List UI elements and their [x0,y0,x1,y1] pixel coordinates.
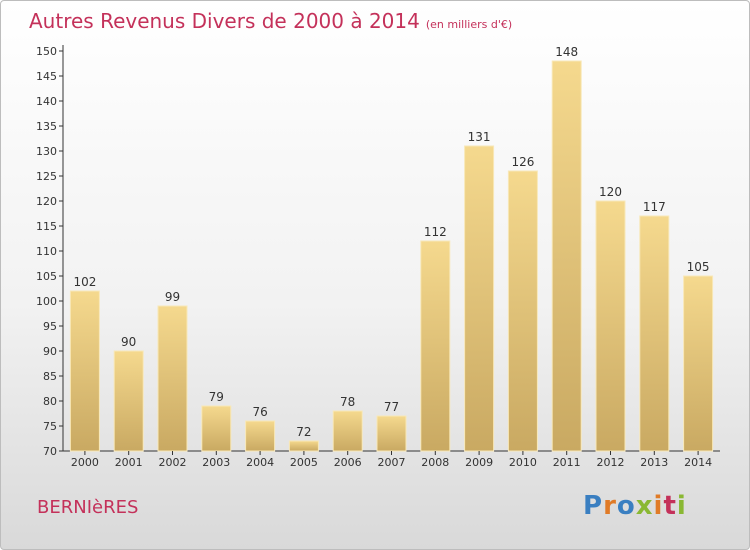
x-tick-label: 2004 [246,456,274,469]
x-tick-label: 2011 [553,456,581,469]
bar-value-label: 112 [424,225,447,239]
bar-value-label: 105 [687,260,710,274]
bar-value-label: 72 [296,425,311,439]
bar-value-label: 77 [384,400,399,414]
bar-value-label: 131 [468,130,491,144]
logo-letter: i [676,491,687,521]
bar [683,275,714,452]
y-tick-label: 80 [43,395,57,408]
bar [507,170,538,452]
bar [551,60,582,452]
bar [332,410,363,452]
bar-value-label: 126 [511,155,534,169]
proxiti-logo: Proxiti [583,491,687,521]
bar-value-label: 78 [340,395,355,409]
place-name: BERNIèRES [37,497,139,518]
x-tick-label: 2013 [640,456,668,469]
y-tick-label: 140 [36,95,57,108]
bar-value-label: 148 [555,45,578,59]
bar [288,440,319,452]
bar [420,240,451,452]
x-tick-label: 2014 [684,456,712,469]
logo-letter: r [603,491,617,521]
y-tick-label: 90 [43,345,57,358]
y-tick-label: 75 [43,420,57,433]
y-tick-label: 105 [36,270,57,283]
bar-value-label: 102 [73,275,96,289]
bar-value-label: 79 [209,390,224,404]
x-tick-label: 2007 [378,456,406,469]
bar [69,290,100,452]
bar [113,350,144,452]
bar-value-label: 117 [643,200,666,214]
x-tick-label: 2008 [421,456,449,469]
y-tick-label: 110 [36,245,57,258]
x-tick-label: 2005 [290,456,318,469]
bar [376,415,407,452]
logo-letter: P [583,491,604,521]
y-tick-label: 85 [43,370,57,383]
x-tick-label: 2001 [115,456,143,469]
x-tick-label: 2012 [597,456,625,469]
x-tick-label: 2003 [202,456,230,469]
bar [245,420,276,452]
bar [464,145,495,452]
logo-letter: t [663,491,677,521]
bar-value-label: 99 [165,290,180,304]
y-tick-label: 145 [36,70,57,83]
logo-letter: o [616,491,636,521]
logo-letter: i [653,491,664,521]
bar [595,200,626,452]
logo-letter: x [635,491,654,521]
y-tick-label: 70 [43,445,57,458]
y-tick-label: 125 [36,170,57,183]
y-tick-label: 130 [36,145,57,158]
x-tick-label: 2002 [159,456,187,469]
bar-value-label: 90 [121,335,136,349]
y-tick-label: 115 [36,220,57,233]
x-tick-label: 2009 [465,456,493,469]
y-tick-label: 95 [43,320,57,333]
chart-title: Autres Revenus Divers de 2000 à 2014 (en … [29,9,512,33]
chart-title-text: Autres Revenus Divers de 2000 à 2014 [29,9,420,33]
y-tick-label: 135 [36,120,57,133]
x-tick-label: 2000 [71,456,99,469]
chart-subtitle: (en milliers d'€) [425,18,513,31]
y-tick-label: 120 [36,195,57,208]
x-tick-label: 2006 [334,456,362,469]
x-tick-label: 2010 [509,456,537,469]
bar [201,405,232,452]
bar [639,215,670,452]
bar [157,305,188,452]
y-tick-label: 100 [36,295,57,308]
y-tick-label: 150 [36,45,57,58]
bar-value-label: 76 [252,405,267,419]
bar-value-label: 120 [599,185,622,199]
